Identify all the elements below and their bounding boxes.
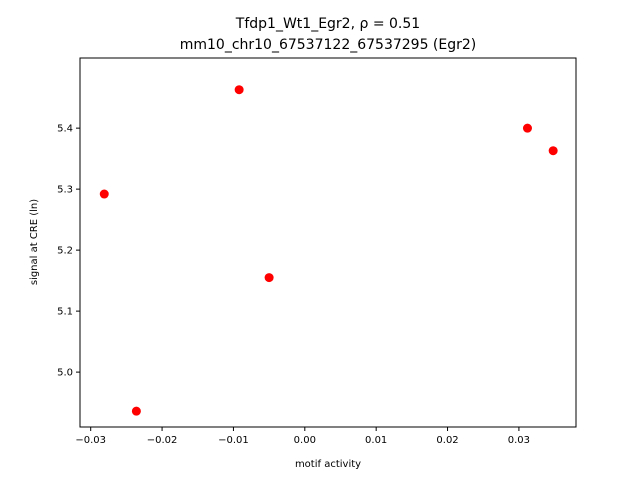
y-axis-label: signal at CRE (ln) bbox=[29, 199, 40, 285]
y-tick-label: 5.1 bbox=[57, 307, 73, 318]
x-tick-label: −0.01 bbox=[218, 435, 249, 446]
x-tick-label: 0.00 bbox=[294, 435, 316, 446]
y-tick-label: 5.4 bbox=[57, 124, 73, 135]
x-axis: −0.03 −0.02 −0.01 0.00 0.01 0.02 0.03 bbox=[75, 427, 530, 446]
data-point bbox=[99, 189, 109, 199]
y-tick-label: 5.3 bbox=[57, 185, 73, 196]
y-tick-label: 5.2 bbox=[57, 246, 73, 257]
plot-frame bbox=[79, 57, 577, 428]
data-point bbox=[522, 123, 532, 133]
y-axis: 5.0 5.1 5.2 5.3 5.4 bbox=[57, 124, 80, 379]
x-tick-label: −0.02 bbox=[147, 435, 178, 446]
y-tick-label: 5.0 bbox=[57, 368, 73, 379]
data-point bbox=[548, 146, 558, 156]
x-tick-label: 0.03 bbox=[508, 435, 530, 446]
data-points bbox=[99, 85, 558, 416]
data-point bbox=[131, 406, 141, 416]
data-point bbox=[264, 273, 274, 283]
x-tick-label: −0.03 bbox=[75, 435, 106, 446]
chart-title-line2: mm10_chr10_67537122_67537295 (Egr2) bbox=[180, 37, 477, 53]
x-tick-label: 0.02 bbox=[436, 435, 458, 446]
x-axis-label: motif activity bbox=[295, 459, 361, 470]
x-tick-label: 0.01 bbox=[365, 435, 387, 446]
data-point bbox=[234, 85, 244, 95]
chart-title-line1: Tfdp1_Wt1_Egr2, ρ = 0.51 bbox=[235, 16, 420, 32]
